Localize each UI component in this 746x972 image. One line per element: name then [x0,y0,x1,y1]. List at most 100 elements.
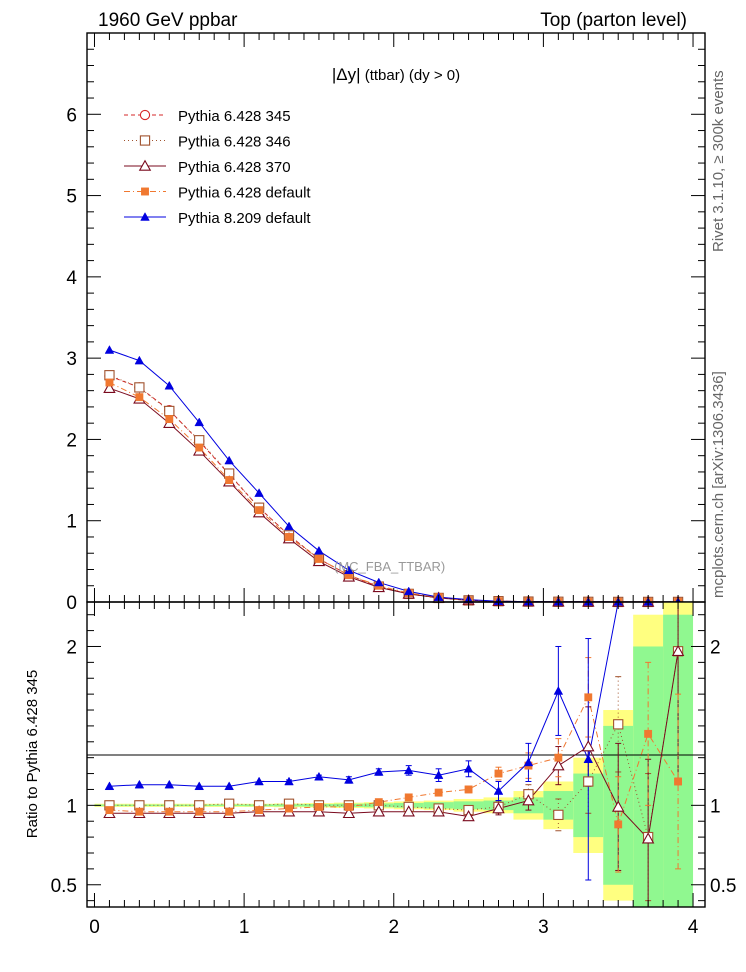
main-point-pythia-6-428-370 [103,381,116,394]
main-point-pythia-6-428-default [315,554,323,563]
main-ytick-label: 6 [66,105,77,126]
ratio-point-pythia-8-209-default [254,776,264,786]
main-axis-ticks: 0 1 2 3 4 5 6 [66,32,705,614]
ratio-point-pythia-6-428-default [225,807,234,816]
ratio-axis-ticks: 0.5 0.5 1 1 2 2 0 1 2 3 4 [51,602,736,938]
ratio-point-pythia-6-428-370 [522,794,535,806]
ratio-ytick-label-right: 2 [710,637,721,658]
ratio-ytick-label-left: 2 [66,637,77,658]
ratio-ylabel: Ratio to Pythia 6.428 345 [24,670,41,838]
ratio-point-pythia-6-428-default [315,802,323,811]
ratio-series-markers [103,644,685,844]
ratio-point-pythia-8-209-default [344,775,354,784]
ratio-point-pythia-6-428-370 [462,810,475,822]
main-point-pythia-6-428-default [195,443,204,452]
ratio-point-pythia-6-428-346 [613,719,624,730]
main-point-pythia-6-428-346 [134,382,145,393]
header-right-title: Top (parton level) [540,10,687,31]
main-line-pythia-6-428-345 [109,375,679,603]
main-point-pythia-6-428-346 [164,405,175,417]
ratio-point-pythia-6-428-370 [402,805,415,817]
main-point-pythia-6-428-default [285,533,293,541]
ratio-point-pythia-6-428-default [674,777,682,786]
ratio-line-pythia-6-428-346 [109,651,679,838]
rivet-label: Rivet 3.1.10, ≥ 300k events [710,70,727,252]
legend-label-pythia-8-209-default: Pythia 8.209 default [178,210,311,227]
watermark: (MC_FBA_TTBAR) [334,559,445,574]
ratio-point-pythia-8-209-default [553,686,564,695]
ratio-point-pythia-6-428-370 [312,805,326,817]
ratio-point-pythia-8-209-default [134,779,145,789]
ratio-ytick-label-left: 0.5 [51,876,77,897]
legend-marker-pythia-6-428-345 [139,109,151,121]
ratio-point-pythia-6-428-default [404,793,413,802]
ratio-point-pythia-8-209-default [583,754,594,764]
main-title-abs: |Δy| [332,65,361,84]
main-point-pythia-6-428-346 [194,435,205,446]
legend-label-pythia-6-428-346: Pythia 6.428 346 [178,134,291,151]
ratio-point-pythia-8-209-default [104,781,115,791]
main-point-pythia-8-209-default [344,565,354,575]
main-ytick-label: 0 [66,593,77,614]
ratio-point-pythia-6-428-370 [552,759,565,771]
ratio-point-pythia-6-428-default [614,820,623,829]
legend-marker-pythia-6-428-346 [139,135,151,146]
main-point-pythia-8-209-default [403,586,414,596]
main-point-pythia-6-428-default [225,476,234,485]
ratio-point-pythia-8-209-default [164,779,175,789]
ratio-point-pythia-8-209-default [194,781,205,791]
ratio-ytick-label-left: 1 [66,796,77,817]
ratio-point-pythia-6-428-default [105,806,114,815]
main-point-pythia-8-209-default [284,521,294,531]
legend-marker-pythia-6-428-370 [138,159,152,171]
ratio-point-pythia-6-428-370 [342,806,356,819]
main-point-pythia-8-209-default [373,577,384,587]
legend-label-pythia-6-428-370: Pythia 6.428 370 [178,159,291,176]
legend: Pythia 6.428 345 Pythia 6.428 346 Pythia 6… [124,108,311,227]
xtick-label: 4 [688,917,699,938]
ratio-point-pythia-6-428-default [374,798,383,807]
ratio-point-pythia-6-428-default [494,769,503,778]
main-point-pythia-6-428-default [105,378,114,387]
main-ytick-label: 2 [66,430,77,451]
ratio-point-pythia-6-428-370 [582,740,595,752]
ratio-point-pythia-6-428-default [434,788,443,797]
main-ytick-label: 1 [66,512,77,533]
ratio-panel: 0.5 0.5 1 1 2 2 0 1 2 3 4 Ratio to Pythia 6.428 34… [24,601,736,938]
ratio-point-pythia-6-428-370 [372,805,386,817]
main-ytick-label: 4 [66,268,77,289]
ratio-point-pythia-6-428-default [464,785,473,794]
ratio-point-pythia-8-209-default [433,770,444,779]
ratio-point-pythia-6-428-default [135,807,144,816]
xtick-label: 1 [239,917,250,938]
main-panel: 0 1 2 3 4 5 6 |Δy| (ttbar) (dy > 0) (MC_FBA_TT… [66,32,706,614]
header-left-title: 1960 GeV ppbar [98,10,238,31]
ratio-point-pythia-6-428-346 [583,776,594,787]
ratio-ytick-label-right: 0.5 [710,876,736,897]
main-point-pythia-6-428-default [165,415,174,424]
legend-marker-pythia-8-209-default [140,212,150,221]
ratio-point-pythia-6-428-default [584,693,593,702]
ratio-point-pythia-8-209-default [493,786,504,795]
ratio-point-pythia-6-428-default [255,806,264,815]
ratio-point-pythia-8-209-default [403,765,414,775]
xtick-label: 2 [388,917,399,938]
ratio-point-pythia-8-209-default [373,767,384,776]
ratio-point-pythia-8-209-default [314,771,324,781]
ratio-point-pythia-8-209-default [224,781,234,791]
ratio-point-pythia-8-209-default [523,757,534,767]
ratio-point-pythia-6-428-370 [432,805,445,817]
legend-label-pythia-6-428-default: Pythia 6.428 default [178,185,311,202]
ratio-point-pythia-6-428-default [344,802,353,811]
main-point-pythia-8-209-default [104,345,115,354]
xtick-label: 3 [538,917,549,938]
ratio-line-pythia-6-428-default [109,695,679,827]
main-point-pythia-8-209-default [164,380,175,390]
ratio-point-pythia-6-428-default [644,729,653,738]
ratio-point-pythia-6-428-370 [492,802,505,814]
ratio-frame [86,601,706,908]
legend-marker-pythia-6-428-default [141,187,149,196]
main-point-pythia-6-428-346 [104,370,115,381]
main-point-pythia-8-209-default [224,455,234,465]
